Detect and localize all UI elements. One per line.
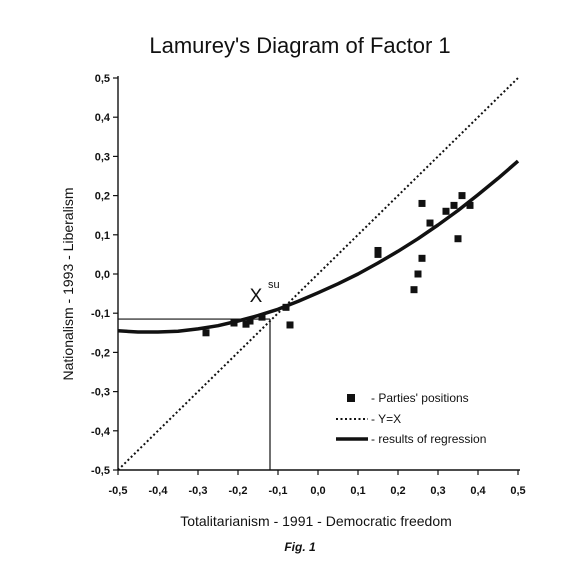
x-axis-ticks: -0,5 -0,4 -0,3 -0,2 -0,1 0,0 0,1 0,2 0,3 0,4 0,5 [109,470,526,497]
x-tick-label: 0,5 [510,485,525,497]
y-equals-x-line-layer [117,77,519,471]
party-marker [258,313,266,321]
figure-caption: Fig. 1 [284,540,316,554]
party-marker [442,207,450,215]
x-tick-label: 0,0 [310,485,325,497]
y-tick-label: 0,3 [95,151,110,163]
x-axis-label: Totalitarianism - 1991 - Democratic free… [180,513,452,529]
y-equals-x-line [117,77,519,471]
xsu-annotation-symbol: X [250,286,263,307]
y-tick-label: -0,5 [91,465,110,477]
x-tick-label: -0,5 [109,485,128,497]
plot-area: -0,5 -0,4 -0,3 -0,2 -0,1 0,0 0,1 0,2 0,3 0,4 0,5 0… [91,73,526,497]
x-tick-label: -0,3 [189,485,208,497]
y-tick-label: 0,0 [95,269,110,281]
axes [117,76,520,471]
party-marker [458,192,466,200]
x-tick-label: -0,4 [149,485,169,497]
y-axis-ticks: 0,5 0,4 0,3 0,2 0,1 0,0 -0,1 -0,2 -0,3 -0,4 -0,5 [91,73,118,477]
regression-curve [117,159,520,334]
legend-label-parties: - Parties' positions [371,391,469,405]
party-marker [450,201,458,209]
party-marker [418,199,426,207]
party-marker [466,201,474,209]
y-tick-label: 0,4 [95,112,111,124]
y-tick-label: -0,1 [91,308,110,320]
party-marker [282,303,290,311]
legend: - Parties' positions - Y=X - results of … [336,391,486,446]
party-marker [454,235,462,243]
y-tick-label: 0,5 [95,73,110,85]
y-tick-label: 0,1 [95,230,110,242]
y-tick-label: 0,2 [95,191,110,203]
x-tick-label: 0,2 [390,485,405,497]
y-tick-label: -0,4 [91,426,111,438]
legend-marker-swatch [347,394,355,402]
party-marker [230,319,238,327]
y-axis-label: Nationalism - 1993 - Liberalism [60,188,76,381]
x-tick-label: 0,3 [430,485,445,497]
legend-label-yx: - Y=X [371,412,401,426]
party-marker [202,329,210,337]
party-marker [374,250,382,258]
xsu-annotation-superscript: su [268,279,280,291]
y-tick-label: -0,2 [91,347,110,359]
party-marker [374,246,382,254]
party-marker [414,270,422,278]
party-marker [246,317,254,325]
party-marker [242,320,250,328]
party-marker [426,219,434,227]
party-marker [286,321,294,329]
y-tick-label: -0,3 [91,387,110,399]
x-tick-label: 0,1 [350,485,365,497]
x-tick-label: 0,4 [470,485,486,497]
chart-title: Lamurey's Diagram of Factor 1 [149,33,450,58]
party-marker [418,254,426,262]
x-tick-label: -0,2 [229,485,248,497]
legend-label-regression: - results of regression [371,432,486,446]
party-markers [202,192,474,337]
x-tick-label: -0,1 [269,485,288,497]
party-marker [410,286,418,294]
xsu-annotation: X su [250,279,280,307]
regression-curve-layer [117,159,520,334]
